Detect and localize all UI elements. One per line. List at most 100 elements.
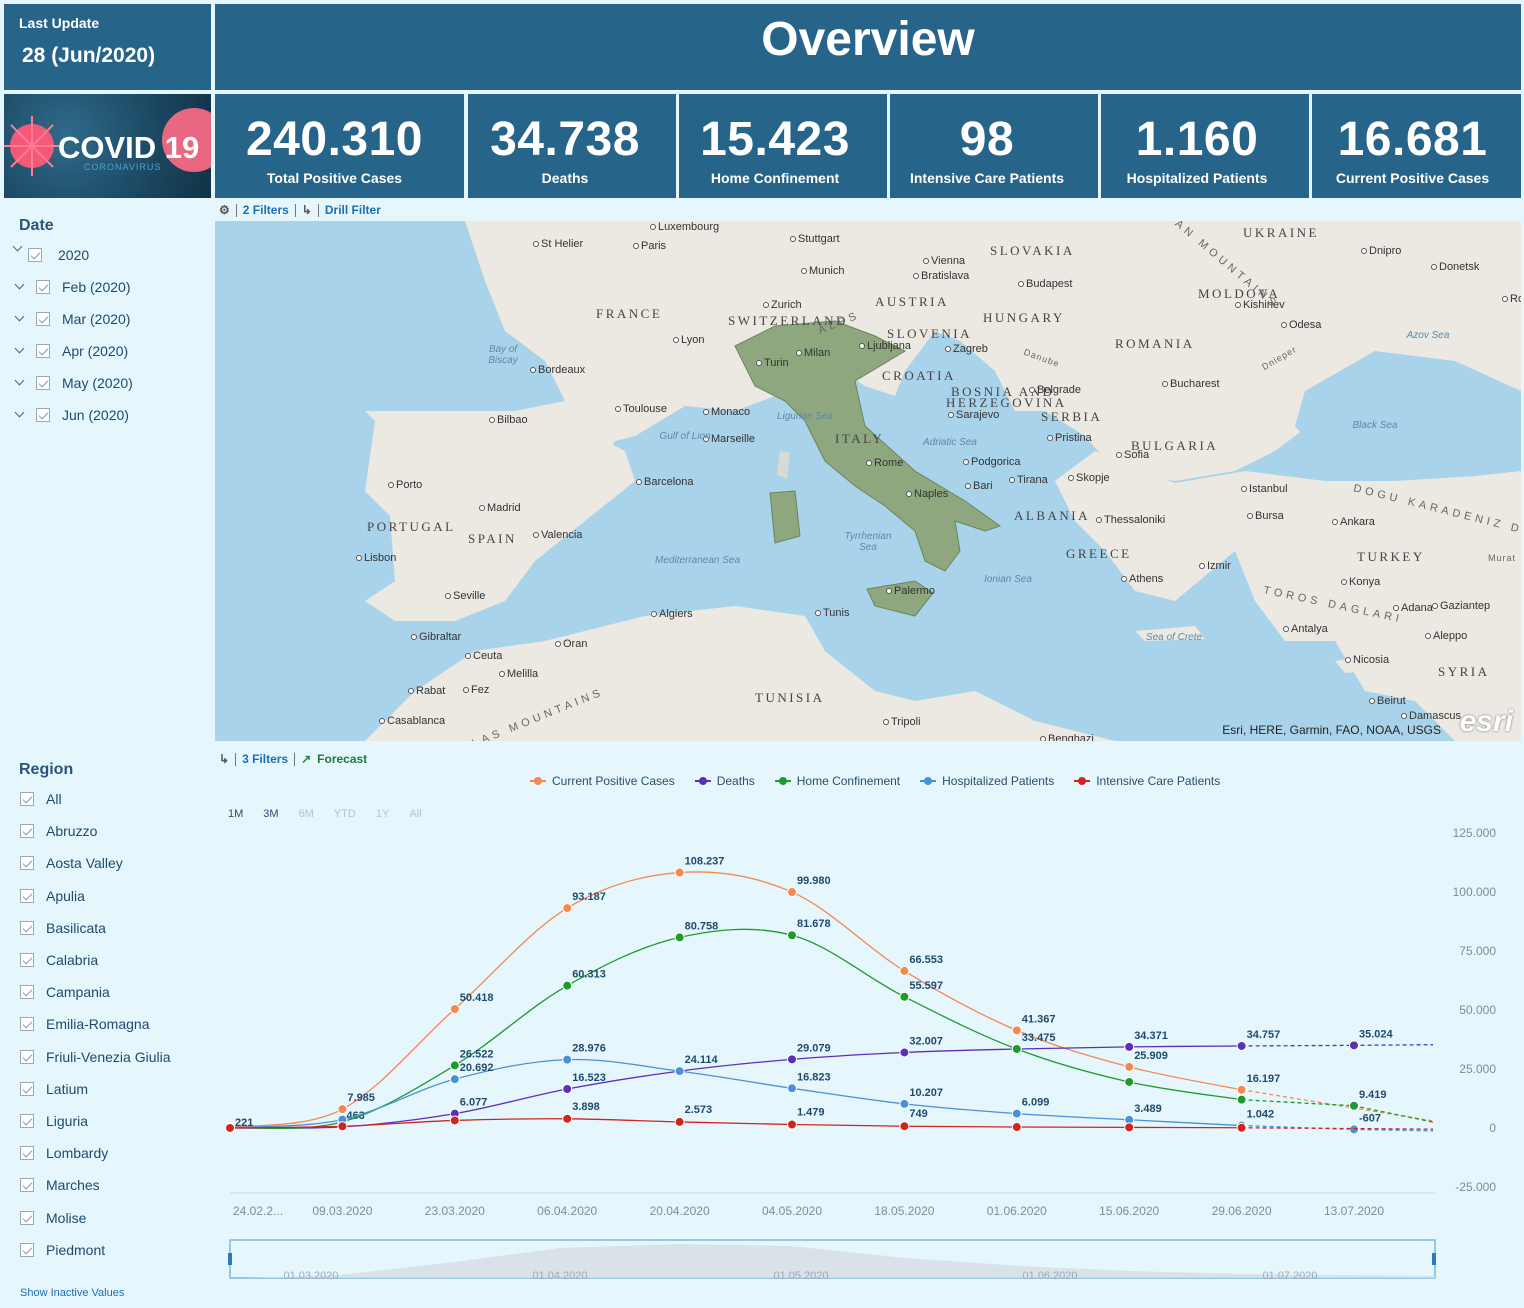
show-inactive-link[interactable]: Show Inactive Values bbox=[20, 1287, 125, 1299]
region-item-label: Campania bbox=[46, 984, 110, 1001]
checkbox[interactable] bbox=[36, 344, 50, 358]
map[interactable]: FRANCE SPAIN PORTUGAL ITALY SWITZERLAND AUSTR… bbox=[215, 221, 1521, 741]
checkbox[interactable] bbox=[28, 248, 42, 262]
legend-item[interactable]: Home Confinement bbox=[774, 774, 900, 788]
region-item[interactable]: Liguria bbox=[20, 1111, 88, 1131]
region-item-label: Abruzzo bbox=[46, 823, 98, 840]
checkbox[interactable] bbox=[36, 408, 50, 422]
region-item[interactable]: Friuli-Venezia Giulia bbox=[20, 1047, 171, 1067]
legend-item[interactable]: Deaths bbox=[694, 774, 755, 788]
kpi-deaths[interactable]: 34.738 Deaths bbox=[468, 94, 676, 198]
chart-filters-link[interactable]: 3 Filters bbox=[242, 752, 289, 766]
map-label-country: UKRAINE bbox=[1243, 225, 1319, 240]
legend-marker bbox=[530, 776, 546, 786]
filter-icon[interactable]: ⚙ bbox=[219, 203, 230, 217]
region-item-label: Calabria bbox=[46, 952, 99, 968]
checkbox[interactable] bbox=[20, 856, 34, 871]
legend-label: Deaths bbox=[716, 774, 755, 788]
legend-marker bbox=[694, 776, 711, 786]
kpi-intensive-care[interactable]: 98 Intensive Care Patients bbox=[890, 94, 1098, 198]
chevron-down-icon[interactable] bbox=[14, 313, 26, 325]
legend-item[interactable]: Hospitalized Patients bbox=[920, 774, 1054, 788]
checkbox[interactable] bbox=[36, 280, 50, 294]
date-item-apr[interactable]: Apr (2020) bbox=[14, 340, 128, 362]
chevron-down-icon[interactable] bbox=[14, 377, 26, 389]
region-item-label: Molise bbox=[46, 1209, 87, 1226]
region-item[interactable]: Piedmont bbox=[20, 1240, 105, 1260]
checkbox[interactable] bbox=[20, 888, 34, 903]
kpi-current-positive[interactable]: 16.681 Current Positive Cases bbox=[1312, 94, 1521, 198]
range-ytd-button[interactable]: YTD bbox=[333, 808, 356, 820]
data-label: 16.523 bbox=[572, 1072, 606, 1084]
checkbox[interactable] bbox=[20, 1049, 34, 1064]
legend-item[interactable]: Current Positive Cases bbox=[530, 774, 675, 788]
data-point bbox=[337, 1121, 348, 1132]
date-item-jun[interactable]: Jun (2020) bbox=[14, 404, 129, 426]
map-label-sea: Tyrrhenian Sea bbox=[844, 531, 892, 553]
region-item[interactable]: All bbox=[20, 789, 62, 809]
range-all-button[interactable]: All bbox=[409, 808, 422, 820]
chevron-down-icon[interactable] bbox=[14, 345, 26, 357]
range-1m-button[interactable]: 1M bbox=[228, 808, 244, 820]
chevron-down-icon[interactable] bbox=[12, 243, 24, 255]
drill-filter-link[interactable]: Drill Filter bbox=[324, 203, 381, 217]
kpi-hospitalized[interactable]: 1.160 Hospitalized Patients bbox=[1101, 94, 1309, 198]
data-point bbox=[449, 1074, 460, 1085]
range-6m-button[interactable]: 6M bbox=[298, 808, 314, 820]
legend-item[interactable]: Intensive Care Patients bbox=[1074, 774, 1220, 788]
last-update-label: Last Update bbox=[19, 15, 100, 31]
forecast-icon[interactable]: ↗ bbox=[301, 752, 312, 766]
region-item[interactable]: Basilicata bbox=[20, 918, 106, 938]
logo-subtext: CORONAVIRUS bbox=[84, 162, 162, 172]
hierarchy-icon[interactable]: ↳ bbox=[219, 752, 230, 766]
data-label: 35.024 bbox=[1359, 1028, 1394, 1040]
date-item-feb[interactable]: Feb (2020) bbox=[14, 276, 130, 298]
map-label-city: Toulouse bbox=[615, 403, 667, 415]
data-point bbox=[1236, 1120, 1247, 1131]
checkbox[interactable] bbox=[20, 1114, 34, 1128]
checkbox[interactable] bbox=[20, 920, 34, 935]
date-item-may[interactable]: May (2020) bbox=[14, 372, 133, 394]
range-1y-button[interactable]: 1Y bbox=[375, 808, 390, 820]
checkbox[interactable] bbox=[20, 1146, 34, 1161]
region-item[interactable]: Lombardy bbox=[20, 1143, 108, 1163]
checkbox[interactable] bbox=[20, 1178, 34, 1193]
region-item[interactable]: Marches bbox=[20, 1175, 100, 1195]
series-line bbox=[229, 871, 1242, 1129]
kpi-total-positive[interactable]: 240.310 Total Positive Cases bbox=[215, 94, 464, 198]
checkbox[interactable] bbox=[36, 312, 50, 326]
region-item[interactable]: Calabria bbox=[20, 950, 98, 970]
region-item[interactable]: Apulia bbox=[20, 886, 85, 906]
data-label: 99.980 bbox=[797, 875, 831, 887]
checkbox[interactable] bbox=[20, 824, 34, 839]
checkbox[interactable] bbox=[20, 1242, 34, 1257]
date-item-2020[interactable]: 2020 bbox=[12, 244, 89, 266]
checkbox[interactable] bbox=[20, 1081, 34, 1096]
map-label-city: Donetsk bbox=[1431, 261, 1479, 273]
date-item-mar[interactable]: Mar (2020) bbox=[14, 308, 130, 330]
region-item[interactable]: Abruzzo bbox=[20, 821, 97, 841]
kpi-home-confinement[interactable]: 15.423 Home Confinement bbox=[679, 94, 887, 198]
region-item[interactable]: Campania bbox=[20, 982, 110, 1002]
region-item[interactable]: Aosta Valley bbox=[20, 853, 123, 873]
checkbox[interactable] bbox=[20, 1210, 34, 1225]
checkbox[interactable] bbox=[20, 1017, 34, 1032]
map-label-city: Monaco bbox=[703, 406, 750, 418]
checkbox[interactable] bbox=[36, 376, 50, 390]
x-tick-label: 15.06.2020 bbox=[1099, 1204, 1159, 1218]
navigator-handle-right bbox=[1432, 1253, 1436, 1265]
map-filters-link[interactable]: 2 Filters bbox=[242, 203, 289, 217]
checkbox[interactable] bbox=[20, 985, 34, 1000]
forecast-link[interactable]: Forecast bbox=[317, 752, 368, 766]
chevron-down-icon[interactable] bbox=[14, 281, 26, 293]
region-item[interactable]: Molise bbox=[20, 1208, 86, 1228]
checkbox[interactable] bbox=[20, 953, 34, 967]
forecast-line bbox=[1241, 1127, 1434, 1130]
data-label: 55.597 bbox=[909, 980, 943, 992]
chevron-down-icon[interactable] bbox=[14, 409, 26, 421]
checkbox[interactable] bbox=[20, 792, 34, 806]
region-item[interactable]: Latium bbox=[20, 1079, 88, 1099]
hierarchy-icon[interactable]: ↳ bbox=[301, 203, 312, 217]
range-3m-button[interactable]: 3M bbox=[263, 808, 279, 820]
region-item[interactable]: Emilia-Romagna bbox=[20, 1014, 149, 1034]
